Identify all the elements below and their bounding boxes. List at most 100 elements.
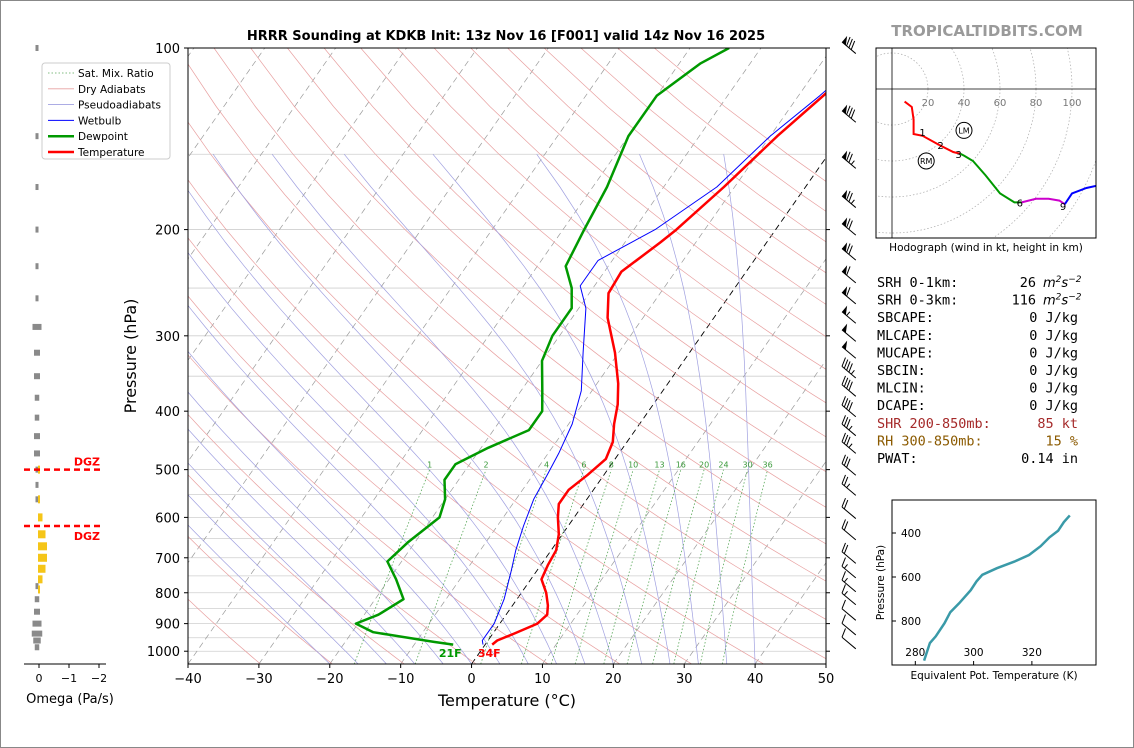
omega-bar [35, 496, 39, 503]
mixing-ratio-line [414, 469, 487, 664]
wind-barb [841, 497, 857, 519]
x-tick-label: −40 [174, 672, 201, 687]
pseudoadiabat [639, 154, 728, 664]
barb-full [841, 571, 846, 581]
omega-bar [35, 133, 39, 140]
unit-base: s [1061, 276, 1068, 291]
barb-full [848, 220, 853, 230]
unit-exp: 2 [1056, 293, 1062, 303]
x-axis-label: Temperature (°C) [437, 691, 576, 710]
hodo-caption: Hodograph (wind in kt, height in km) [889, 242, 1083, 254]
barb-full [846, 436, 851, 446]
barb-flag [842, 217, 848, 227]
legend-label: Temperature [77, 147, 145, 159]
index-value: 0 J/kg [1029, 363, 1078, 379]
index-value: 0 J/kg [1029, 310, 1078, 326]
barb-full [841, 375, 846, 385]
y-axis-label: Pressure (hPa) [121, 299, 140, 414]
x-tick-label: 20 [605, 672, 622, 687]
x-tick-label: −10 [387, 672, 414, 687]
barb-staff [841, 291, 857, 305]
index-label: SBCAPE: [877, 310, 934, 326]
dry-adiabat [188, 413, 477, 664]
barb-full [841, 474, 846, 484]
omega-bar-dgz [38, 564, 46, 573]
theta-e-x-tick-label: 280 [905, 647, 925, 659]
dry-adiabat [433, 48, 826, 370]
dry-adiabat [397, 48, 826, 404]
barb-full [850, 109, 856, 119]
barb-half [850, 160, 855, 165]
x-tick-label: 0 [467, 672, 475, 687]
pseudoadiabat [188, 350, 472, 664]
omega-bar-dgz [38, 553, 47, 562]
barb-full [846, 218, 851, 228]
dry-adiabat [213, 48, 826, 582]
barb-flag [842, 150, 848, 161]
legend: Sat. Mix. Ratio Dry Adiabats Pseudoadiabat… [41, 62, 171, 160]
mixing-ratio-label: 8 [609, 461, 614, 470]
wind-barb [841, 542, 857, 564]
wind-barb [841, 628, 857, 650]
index-value: 0 J/kg [1029, 345, 1078, 361]
dgz-label: DGZ [74, 530, 100, 543]
mixing-ratio-line [673, 469, 724, 664]
x-tick-label: 50 [818, 672, 835, 687]
wind-barb [841, 454, 857, 476]
wind-barb [841, 305, 857, 324]
dry-adiabat [188, 237, 692, 664]
dry-adiabat [188, 121, 826, 660]
index-value: 26 [1020, 275, 1036, 291]
dry-adiabat [188, 179, 764, 664]
y-tick-label: 900 [155, 618, 180, 633]
hodo-height-label: 9 [1060, 202, 1066, 213]
barb-full [843, 377, 849, 387]
barb-full [846, 105, 851, 115]
mixing-ratio-line [652, 469, 705, 664]
dry-adiabat [188, 474, 405, 664]
legend-label: Dewpoint [78, 131, 128, 143]
barb-full [848, 153, 853, 163]
pseudoadiabat [188, 462, 387, 664]
hodo-height-label: 6 [1017, 198, 1023, 209]
barb-full [841, 497, 846, 508]
theta-e-x-label: Equivalent Pot. Temperature (K) [910, 670, 1077, 682]
barb-full [846, 400, 851, 410]
wind-barb [841, 217, 857, 236]
mixing-ratio-label: 6 [581, 461, 586, 470]
isotherm-line [613, 359, 826, 664]
barb-half [848, 425, 853, 431]
dry-adiabat [507, 48, 826, 305]
isotherm-line [258, 48, 691, 664]
barb-full [843, 499, 849, 510]
theta-e-y-tick-label: 600 [901, 572, 921, 584]
omega-bar [34, 394, 40, 401]
unit-exp: −2 [1068, 293, 1082, 303]
wind-barb [841, 519, 857, 541]
barb-full [841, 542, 846, 552]
wind-barb [841, 265, 857, 284]
barb-staff [841, 156, 857, 169]
pseudoadiabat [188, 252, 529, 664]
omega-bar [31, 630, 43, 637]
legend-label: Sat. Mix. Ratio [78, 68, 154, 80]
mixing-ratio-label: 30 [743, 461, 753, 470]
barb-full [848, 107, 853, 117]
theta-e-frame [891, 499, 1097, 666]
barb-full [841, 432, 846, 442]
dewpoint-line [354, 48, 730, 646]
barb-flag [842, 323, 848, 334]
omega-bar [32, 323, 42, 330]
index-label: MLCAPE: [877, 328, 934, 344]
theta-e-y-tick-label: 400 [901, 528, 921, 540]
wind-barb [841, 474, 857, 496]
y-tick-label: 800 [155, 587, 180, 602]
dry-adiabat [250, 48, 826, 545]
omega-bar [33, 637, 41, 644]
wind-barb [841, 584, 857, 606]
barb-staff [841, 579, 857, 593]
x-tick-label: 40 [747, 672, 764, 687]
barb-full [843, 398, 849, 408]
